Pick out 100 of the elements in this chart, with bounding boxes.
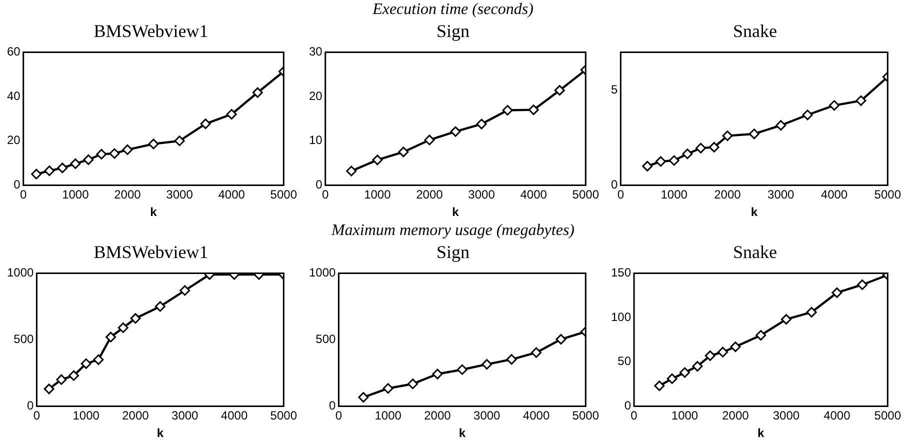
y-tick-label: 0 <box>14 178 21 192</box>
x-tick-label: 2000 <box>416 188 444 202</box>
point <box>122 144 133 155</box>
point <box>226 109 237 120</box>
point <box>708 142 720 152</box>
x-tick-label: 4000 <box>522 408 550 423</box>
point <box>432 368 443 380</box>
x-tick-label: 4000 <box>824 408 851 423</box>
point <box>148 138 159 150</box>
chart-title: Snake <box>732 20 778 42</box>
x-tick-label: 1000 <box>660 188 688 202</box>
x-tick-label: 1000 <box>374 408 402 423</box>
point <box>502 105 513 116</box>
x-axis-title: k <box>750 205 758 220</box>
point <box>654 380 665 392</box>
point <box>482 359 492 370</box>
point <box>680 367 690 378</box>
x-tick-label: 2000 <box>714 188 742 202</box>
point <box>424 134 435 146</box>
x-tick-label: 4000 <box>820 188 848 202</box>
point <box>780 314 792 325</box>
point <box>718 346 728 358</box>
point <box>382 383 394 394</box>
point <box>93 354 104 365</box>
point <box>109 148 120 159</box>
point <box>476 118 487 130</box>
y-tick-label: 0 <box>624 398 632 413</box>
x-axis-title: k <box>458 426 466 440</box>
x-tick-label: 2000 <box>424 408 452 423</box>
point <box>200 118 211 130</box>
y-tick-label: 20 <box>308 88 323 103</box>
point <box>96 148 107 160</box>
x-tick-label: 1000 <box>72 408 100 423</box>
x-tick-label: 1000 <box>62 188 90 202</box>
point <box>372 154 383 166</box>
point <box>83 154 94 165</box>
point <box>44 384 54 394</box>
point <box>450 126 461 137</box>
point <box>722 130 733 142</box>
y-tick-label: 0 <box>27 398 34 413</box>
y-tick-label: 100 <box>610 310 632 324</box>
x-tick-label: 4000 <box>220 408 248 423</box>
point <box>31 168 42 180</box>
x-tick-label: 3000 <box>474 408 501 423</box>
point <box>668 155 680 166</box>
point <box>154 301 166 312</box>
point <box>856 95 866 106</box>
point <box>174 136 185 146</box>
y-tick-label: 1000 <box>6 266 34 280</box>
point <box>682 148 693 160</box>
point <box>398 146 409 158</box>
point <box>528 104 539 116</box>
x-tick-label: 3000 <box>772 408 800 423</box>
x-tick-label: 3000 <box>768 188 795 202</box>
x-tick-label: 4000 <box>520 188 548 202</box>
y-tick-label: 60 <box>6 44 21 59</box>
point <box>642 160 653 172</box>
point <box>829 100 840 111</box>
point <box>756 330 766 341</box>
point <box>666 373 678 384</box>
point <box>346 166 357 176</box>
chart-subtitle: Execution time (seconds) <box>372 0 534 20</box>
point <box>531 347 542 358</box>
y-tick-label: 0 <box>610 178 618 192</box>
y-tick-label: 5 <box>610 82 618 97</box>
x-axis-title: k <box>757 426 764 440</box>
point <box>554 85 565 96</box>
y-tick-label: 500 <box>316 332 336 346</box>
point <box>857 279 868 290</box>
point <box>408 378 418 390</box>
point <box>180 285 190 296</box>
x-tick-label: 1000 <box>364 188 392 202</box>
point <box>832 287 842 298</box>
point <box>456 364 468 375</box>
y-tick-label: 30 <box>308 44 323 59</box>
point <box>130 313 141 324</box>
point <box>252 87 263 98</box>
point <box>748 128 760 140</box>
y-tick-label: 40 <box>6 88 21 103</box>
point <box>57 162 68 174</box>
chart-title: Snake <box>732 241 778 263</box>
point <box>44 166 55 176</box>
x-tick-label: 4000 <box>218 188 246 202</box>
y-tick-label: 1000 <box>308 266 336 280</box>
x-tick-label: 3000 <box>172 408 199 423</box>
x-tick-label: 3000 <box>468 188 496 202</box>
x-tick-label: 5000 <box>572 408 600 423</box>
chart-title: Sign <box>435 20 470 42</box>
point <box>802 110 813 120</box>
y-tick-label: 20 <box>6 133 21 148</box>
point <box>704 350 716 361</box>
x-tick-label: 2000 <box>122 408 150 423</box>
x-tick-label: 5000 <box>270 188 298 202</box>
x-tick-label: 5000 <box>270 408 298 423</box>
x-axis-title: k <box>156 426 164 440</box>
x-tick-label: 2000 <box>114 188 142 202</box>
point <box>776 120 786 131</box>
x-tick-label: 5000 <box>874 408 902 423</box>
point <box>806 306 817 318</box>
point <box>358 392 369 403</box>
